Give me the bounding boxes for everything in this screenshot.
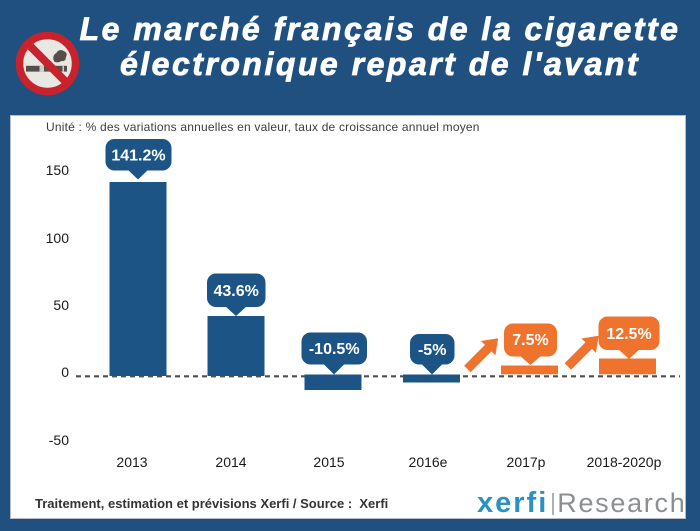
svg-text:-10.5%: -10.5% — [309, 341, 360, 358]
svg-text:12.5%: 12.5% — [606, 326, 651, 343]
svg-text:141.2%: 141.2% — [111, 148, 165, 165]
svg-text:-5%: -5% — [418, 342, 446, 359]
svg-text:43.6%: 43.6% — [214, 283, 259, 300]
svg-text:7.5%: 7.5% — [512, 332, 548, 349]
